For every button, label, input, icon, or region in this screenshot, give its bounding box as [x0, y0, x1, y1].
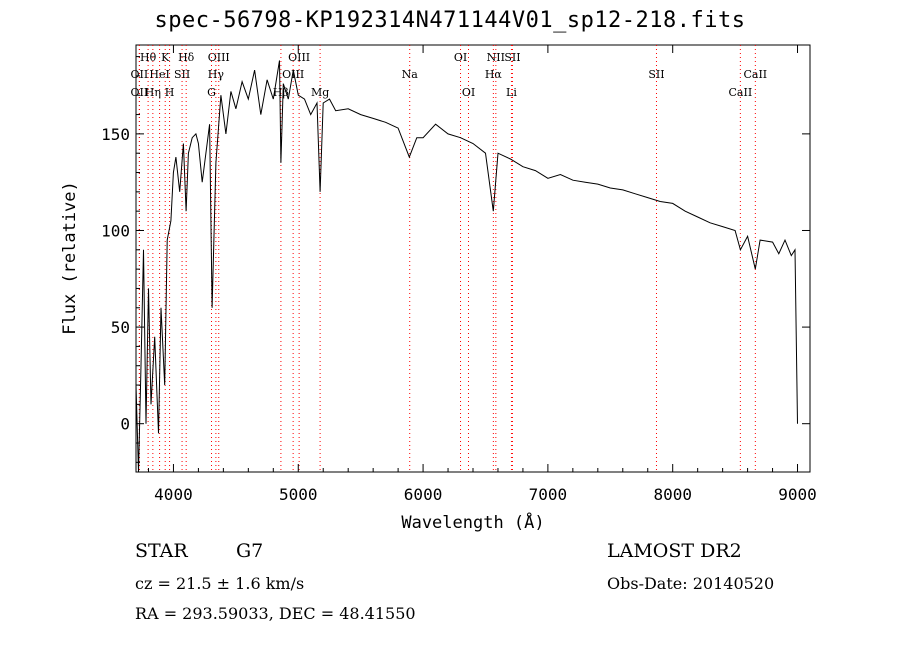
line-label-10: SII — [174, 68, 190, 81]
line-label-12: OIII — [282, 68, 304, 81]
coordinates-text: RA = 293.59033, DEC = 48.41550 — [135, 604, 416, 623]
redshift-text: cz = 21.5 ± 1.6 km/s — [135, 574, 305, 593]
line-label-19: H — [165, 86, 175, 99]
axes: 4000 5000 6000 7000 8000 9000 0 50 100 150 — [101, 45, 817, 504]
object-subclass: G7 — [236, 540, 264, 562]
spectrum-series — [135, 60, 798, 473]
x-tick-label-1: 5000 — [279, 485, 318, 504]
line-label-4: OIII — [288, 51, 310, 64]
y-tick-label-0: 0 — [120, 415, 130, 434]
object-class: STAR — [135, 540, 188, 562]
y-tick-label-3: 150 — [101, 125, 130, 144]
chart-title: spec-56798-KP192314N471144V01_sp12-218.f… — [154, 8, 746, 33]
spectrum-line — [135, 60, 798, 473]
x-tick-label-5: 9000 — [778, 485, 817, 504]
x-tick-label-2: 6000 — [404, 485, 443, 504]
line-label-1: K — [161, 51, 170, 64]
line-label-23: OI — [462, 86, 475, 99]
line-label-20: G — [207, 86, 216, 99]
x-tick-label-0: 4000 — [154, 485, 193, 504]
line-label-16: CaII — [743, 68, 767, 81]
y-tick-label-1: 50 — [111, 318, 130, 337]
survey-name: LAMOST DR2 — [607, 540, 742, 562]
line-label-18: Hη — [145, 86, 161, 99]
line-label-9: HeI — [149, 68, 169, 81]
plot-frame — [135, 44, 811, 473]
x-tick-label-4: 8000 — [653, 485, 692, 504]
line-label-7: SII — [504, 51, 520, 64]
x-axis-label: Wavelength (Å) — [401, 511, 544, 533]
y-tick-label-2: 100 — [101, 221, 130, 240]
line-label-2: Hδ — [178, 51, 195, 64]
line-label-0: Hθ — [140, 51, 157, 64]
line-label-24: Li — [506, 86, 517, 99]
line-label-8: OII — [131, 68, 149, 81]
line-label-5: OI — [454, 51, 467, 64]
line-label-13: Na — [402, 68, 419, 81]
observation-date: Obs-Date: 20140520 — [607, 574, 775, 593]
line-label-6: NII — [487, 51, 505, 64]
line-label-25: CaII — [729, 86, 753, 99]
line-label-22: Mg — [311, 86, 329, 99]
line-label-15: SII — [648, 68, 664, 81]
line-label-14: Hα — [485, 68, 503, 81]
y-axis-label: Flux (relative) — [60, 181, 80, 335]
line-label-17: OII — [131, 86, 149, 99]
line-label-11: Hγ — [208, 68, 225, 81]
line-label-3: OIII — [208, 51, 230, 64]
x-tick-label-3: 7000 — [529, 485, 568, 504]
